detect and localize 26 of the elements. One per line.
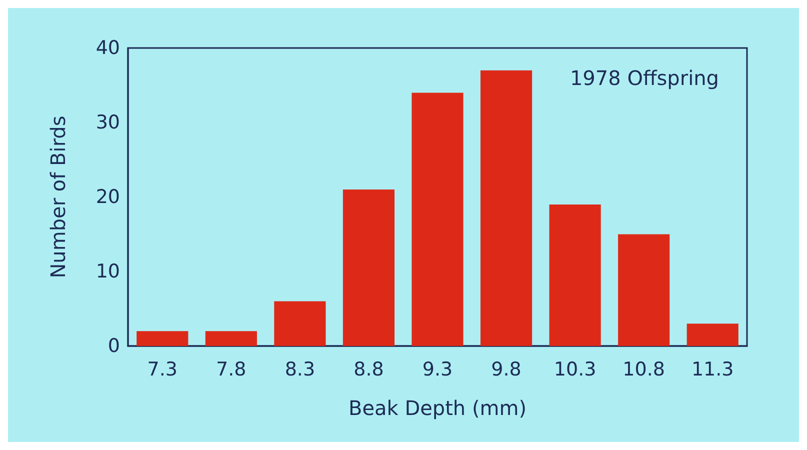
y-tick-label: 20 [96, 186, 120, 208]
y-tick-label: 30 [96, 112, 120, 134]
y-tick-label: 40 [96, 37, 120, 59]
bar [480, 70, 532, 346]
bar [412, 92, 464, 346]
y-tick-label: 10 [96, 260, 120, 282]
bar [686, 324, 738, 346]
x-tick-label: 8.8 [354, 358, 384, 380]
x-tick-label: 9.8 [491, 358, 522, 380]
bar [618, 234, 670, 346]
bar [136, 331, 188, 346]
bar [342, 190, 395, 346]
bar [274, 301, 326, 346]
x-tick-label: 7.3 [147, 358, 178, 380]
x-tick-label: 10.8 [622, 358, 665, 380]
bar [205, 331, 257, 346]
x-tick-label: 9.3 [422, 358, 453, 380]
x-tick-label: 10.3 [554, 358, 596, 380]
x-tick-label: 7.8 [216, 358, 246, 380]
x-tick-label: 11.3 [691, 358, 734, 380]
y-axis-title: Number of Birds [46, 116, 70, 278]
annotation: 1978 Offspring [570, 66, 720, 90]
x-tick-label: 8.3 [284, 358, 316, 380]
y-tick-label: 0 [108, 335, 120, 357]
x-axis-title: Beak Depth (mm) [348, 396, 527, 420]
bar [549, 204, 601, 346]
